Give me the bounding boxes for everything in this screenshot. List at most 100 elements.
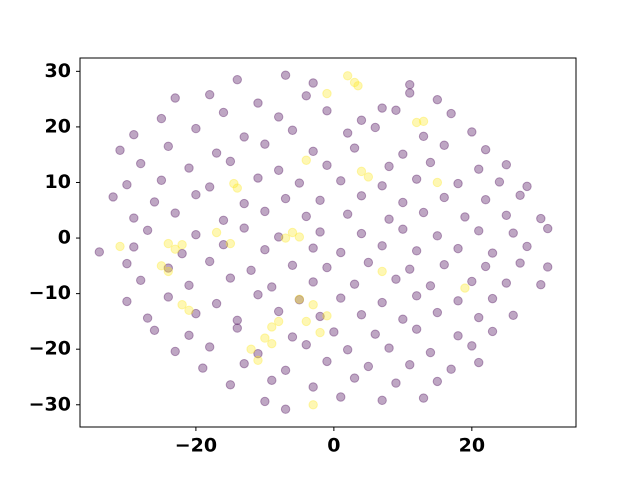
scatter-point <box>522 181 532 192</box>
scatter-point <box>315 311 325 322</box>
scatter-point <box>536 280 546 290</box>
scatter-point <box>218 215 229 225</box>
scatter-point <box>349 373 360 383</box>
scatter-point <box>405 360 415 370</box>
scatter-point <box>170 208 180 218</box>
scatter-point <box>136 158 146 169</box>
scatter-point <box>184 305 194 315</box>
scatter-point <box>480 261 491 272</box>
scatter-point <box>163 266 174 277</box>
scatter-point <box>405 264 415 274</box>
scatter-point <box>411 291 422 301</box>
scatter-point <box>136 275 146 285</box>
scatter-point <box>184 280 194 290</box>
scatter-point <box>439 140 449 150</box>
scatter-point <box>273 306 284 317</box>
scatter-point <box>129 242 139 252</box>
scatter-point <box>253 355 263 366</box>
scatter-point <box>191 230 201 240</box>
scatter-point <box>280 404 291 414</box>
scatter-point <box>439 192 449 203</box>
scatter-point <box>474 357 484 368</box>
scatter-point <box>377 103 387 113</box>
scatter-point <box>115 241 125 252</box>
scatter-point <box>425 281 436 291</box>
scatter-point <box>218 240 229 250</box>
scatter-point <box>211 227 222 238</box>
scatter-point <box>487 326 498 337</box>
scatter-point <box>363 257 374 268</box>
scatter-point <box>308 146 318 157</box>
scatter-point <box>398 314 408 324</box>
scatter-point <box>356 310 367 320</box>
scatter-point <box>411 117 422 128</box>
scatter-point <box>225 273 236 283</box>
scatter-point <box>391 105 401 115</box>
scatter-point <box>267 338 277 349</box>
scatter-point <box>356 115 367 125</box>
scatter-point <box>273 165 284 175</box>
scatter-point <box>536 213 546 224</box>
scatter-point <box>308 300 318 310</box>
scatter-point <box>342 128 353 138</box>
scatter-point <box>467 127 477 137</box>
scatter-point <box>191 123 201 134</box>
y-tick-label: 10 <box>45 171 71 193</box>
scatter-point <box>108 192 118 202</box>
y-tick-label: 0 <box>58 227 71 249</box>
scatter-point <box>184 163 194 173</box>
scatter-point <box>377 297 387 308</box>
x-tick-label: 0 <box>327 435 340 457</box>
y-tick-label: 30 <box>45 60 71 82</box>
scatter-point <box>294 178 305 188</box>
scatter-point <box>308 400 318 410</box>
scatter-point <box>191 308 201 319</box>
scatter-point <box>432 94 443 105</box>
scatter-point <box>267 282 277 292</box>
scatter-point <box>156 113 167 124</box>
scatter-point <box>432 307 443 318</box>
scatter-point <box>377 181 387 191</box>
scatter-point <box>294 232 305 242</box>
scatter-point <box>198 363 208 373</box>
scatter-point <box>384 214 394 224</box>
scatter-point <box>177 248 187 259</box>
scatter-point <box>308 243 318 253</box>
scatter-point <box>225 380 236 390</box>
scatter-point <box>411 174 422 184</box>
scatter-point <box>294 294 305 304</box>
scatter-point <box>163 141 174 152</box>
scatter-point <box>353 81 363 91</box>
scatter-point <box>129 213 139 223</box>
scatter-point <box>432 231 443 241</box>
scatter-point <box>280 70 291 80</box>
scatter-point <box>356 166 367 177</box>
scatter-point <box>322 88 332 99</box>
scatter-point <box>398 197 408 208</box>
scatter-point <box>391 274 401 284</box>
y-tick-label: 20 <box>45 115 71 137</box>
scatter-point <box>260 333 270 343</box>
scatter-point <box>301 155 311 165</box>
scatter-point <box>467 276 477 287</box>
scatter-point <box>418 131 429 142</box>
scatter-point <box>467 341 477 351</box>
scatter-point <box>142 313 153 323</box>
scatter-point <box>336 392 346 402</box>
scatter-point <box>480 144 491 155</box>
scatter-point <box>453 296 463 306</box>
scatter-point <box>232 315 242 326</box>
scatter-point <box>322 160 332 170</box>
scatter-point <box>349 143 360 153</box>
scatter-point <box>170 346 180 357</box>
scatter-point <box>253 348 263 359</box>
scatter-point <box>315 327 325 338</box>
scatter-point <box>315 227 325 237</box>
scatter-point <box>460 283 470 293</box>
scatter-point <box>349 279 360 289</box>
scatter-point <box>280 233 291 243</box>
scatter-point <box>342 345 353 355</box>
scatter-point <box>170 244 180 254</box>
scatter-point <box>515 190 525 200</box>
